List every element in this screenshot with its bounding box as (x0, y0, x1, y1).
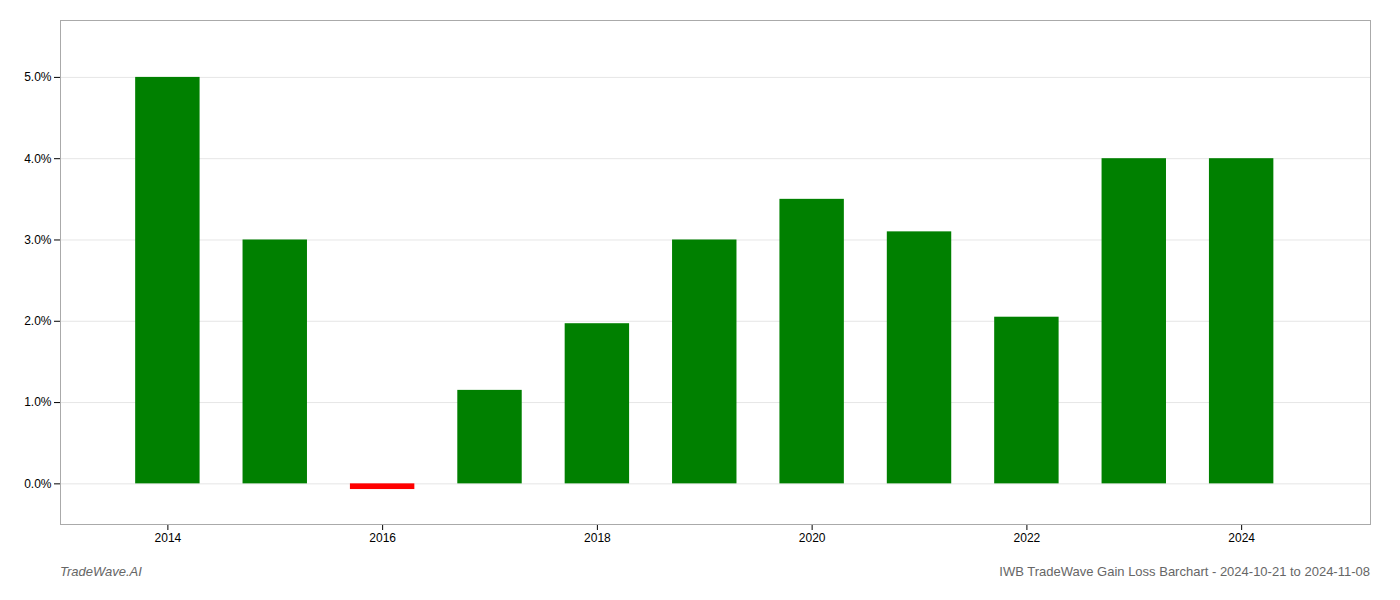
svg-text:2.0%: 2.0% (24, 314, 52, 328)
svg-text:2022: 2022 (1014, 531, 1041, 545)
svg-text:2020: 2020 (799, 531, 826, 545)
html-text:TradeWave.AI: TradeWave.AI (60, 564, 142, 579)
svg-text:2014: 2014 (155, 531, 182, 545)
svg-text:1.0%: 1.0% (24, 395, 52, 409)
svg-text:4.0%: 4.0% (24, 152, 52, 166)
svg-text:0.0%: 0.0% (24, 477, 52, 491)
svg-text:3.0%: 3.0% (24, 233, 52, 247)
svg-text:2018: 2018 (584, 531, 611, 545)
html-text:IWB TradeWave Gain Loss Barcha: IWB TradeWave Gain Loss Barchart - 2024-… (999, 564, 1370, 579)
svg-text:2024: 2024 (1228, 531, 1255, 545)
svg-text:5.0%: 5.0% (24, 70, 52, 84)
svg-text:2016: 2016 (369, 531, 396, 545)
